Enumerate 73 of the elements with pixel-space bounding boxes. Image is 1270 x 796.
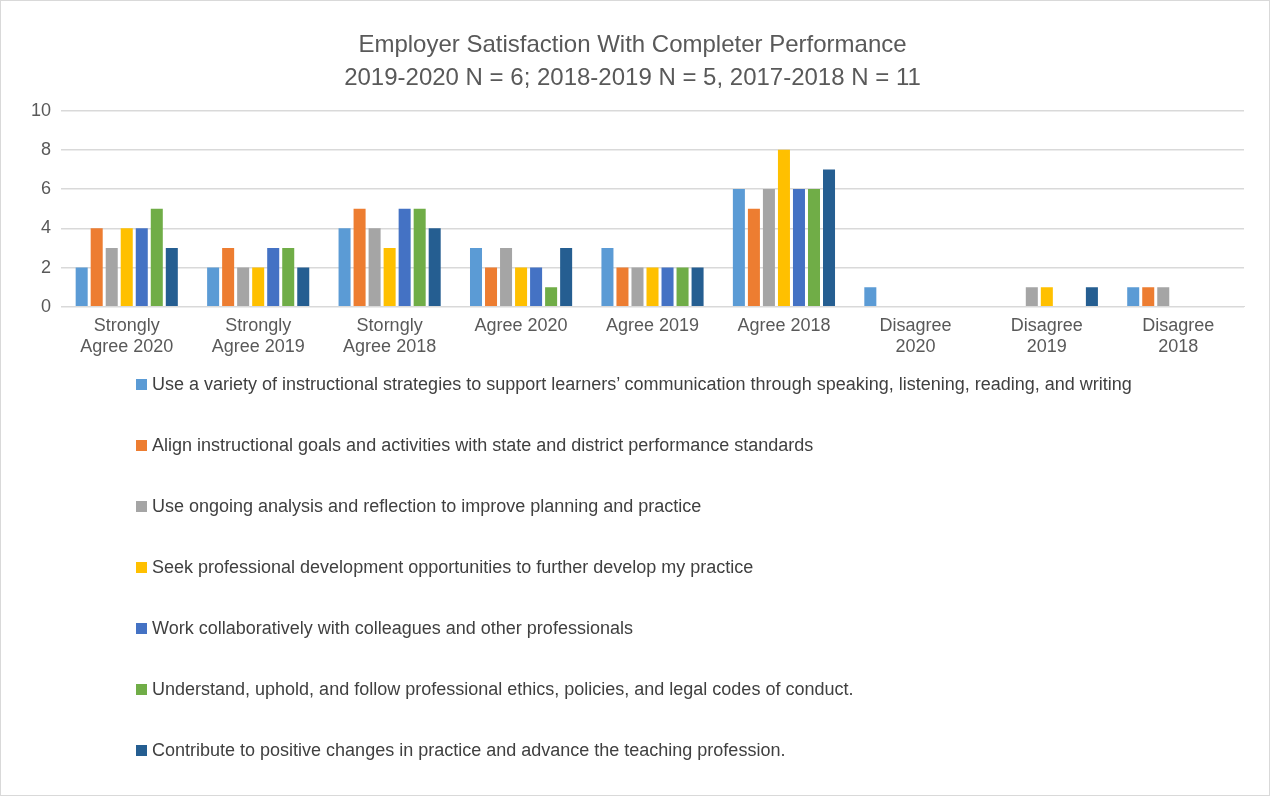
bar: [1157, 287, 1170, 307]
bar: [75, 267, 88, 307]
bar: [515, 267, 528, 307]
legend-label: Use a variety of instructional strategies to support learners’ communication through speaking, listening, reading, and writing: [152, 373, 1132, 396]
bar: [353, 208, 366, 307]
x-tick-label: Agree 2018: [737, 314, 831, 335]
bar: [150, 208, 163, 307]
bar: [530, 267, 543, 307]
bar: [601, 247, 614, 307]
bar: [762, 189, 775, 307]
bar: [413, 208, 426, 307]
x-tick-label: Agree 2020: [474, 314, 568, 335]
bar: [1040, 287, 1053, 307]
bar: [560, 247, 573, 307]
bar: [135, 228, 148, 307]
bar: [747, 208, 760, 307]
legend-label: Use ongoing analysis and reflection to improve planning and practice: [152, 495, 702, 518]
bar: [1142, 287, 1155, 307]
bar: [90, 228, 103, 307]
bar: [661, 267, 674, 307]
bar: [691, 267, 704, 307]
bar: [732, 189, 745, 307]
bar: [368, 228, 381, 307]
bar: [1025, 287, 1038, 307]
bar: [207, 267, 220, 307]
y-tick-label: 6: [41, 178, 52, 199]
x-tick-label: Strongly Agree 2019: [211, 314, 305, 357]
bar: [398, 208, 411, 307]
bar: [252, 267, 265, 307]
legend-label: Contribute to positive changes in practice and advance the teaching profession.: [152, 739, 786, 762]
bar: [383, 247, 396, 307]
bar: [338, 228, 351, 307]
y-tick-label: 0: [41, 295, 52, 316]
bar: [222, 247, 235, 307]
bar: [676, 267, 689, 307]
y-tick-label: 4: [41, 217, 52, 238]
legend-label: Understand, uphold, and follow professional ethics, policies, and legal codes of conduct.: [152, 678, 854, 701]
bar: [282, 247, 295, 307]
bar: [864, 287, 877, 307]
x-tick-label: Strongly Agree 2020: [80, 314, 174, 357]
bar: [500, 247, 513, 307]
legend-label: Align instructional goals and activities with state and district performance standards: [152, 434, 814, 457]
bar: [267, 247, 280, 307]
bar: [545, 287, 558, 307]
x-tick-label: Storngly Agree 2018: [343, 314, 437, 357]
x-tick-label: Disagree 2018: [1142, 314, 1215, 357]
bar: [777, 149, 790, 307]
bar: [631, 267, 644, 307]
legend-label: Seek professional development opportunities to further develop my practice: [152, 556, 754, 579]
bar: [485, 267, 498, 307]
bar: [428, 228, 441, 307]
y-tick-label: 8: [41, 138, 52, 159]
chart-title: Employer Satisfaction With Completer Performance: [358, 30, 907, 58]
x-tick-label: Disagree 2020: [879, 314, 952, 357]
legend-label: Work collaboratively with colleagues and other professionals: [152, 617, 633, 640]
y-tick-label: 10: [30, 99, 52, 120]
y-tick-label: 2: [41, 256, 52, 277]
bar: [120, 228, 133, 307]
bar: [823, 169, 836, 307]
bar: [1085, 287, 1098, 307]
bar: [105, 247, 118, 307]
bar: [646, 267, 659, 307]
bar: [1127, 287, 1140, 307]
bar: [297, 267, 310, 307]
chart-subtitle: 2019-2020 N = 6; 2018-2019 N = 5, 2017-2018 N = 11: [344, 62, 921, 90]
x-tick-label: Agree 2019: [605, 314, 700, 335]
bar: [469, 247, 483, 307]
x-tick-label: Disagree 2019: [1010, 314, 1083, 357]
bar: [237, 267, 250, 307]
bar: [807, 189, 821, 307]
bar: [165, 247, 178, 307]
bar: [616, 267, 629, 307]
bar: [792, 189, 805, 307]
